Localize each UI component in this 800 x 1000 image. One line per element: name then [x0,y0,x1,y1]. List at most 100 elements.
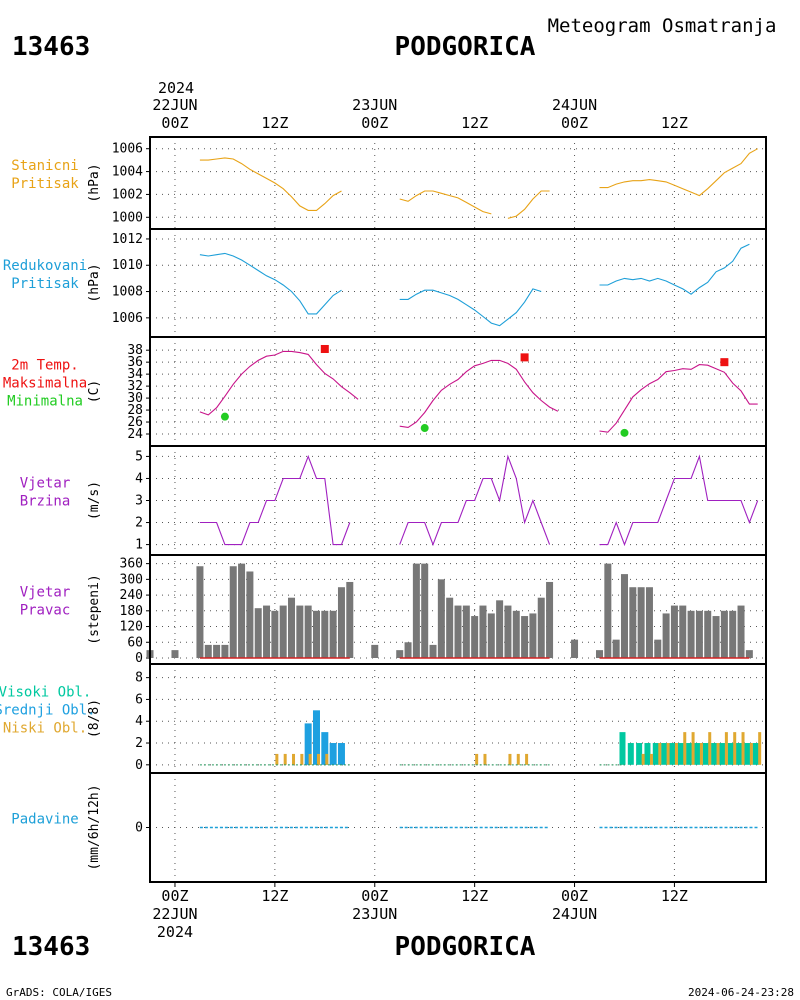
direction-bar [704,610,712,658]
cloud-bar [649,753,653,765]
tmin-marker [220,412,229,421]
cloud-bar [694,743,701,765]
tmin-marker [620,428,629,437]
panel-clouds [146,663,767,774]
panel-frame [149,228,767,338]
direction-bar [346,581,354,658]
direction-bar [512,610,520,658]
y-axis-label: (8/8) [87,699,102,738]
direction-bar [620,574,628,658]
direction-bar [437,579,445,658]
y-tick-label: 28 [127,403,143,418]
direction-bar [687,610,695,658]
cloud-bar [677,743,684,765]
direction-bar [412,563,420,658]
top-time-label: 00Z [161,114,188,132]
bottom-time-label: 22JUN [152,905,197,923]
cloud-bar [661,743,668,765]
y-tick-label: 0 [135,758,143,773]
direction-bar [537,597,545,658]
cloud-bar [325,753,329,765]
y-tick-label: 5 [135,449,143,464]
direction-bar [679,605,687,658]
series-line [507,190,550,219]
direction-bar [213,644,221,658]
cloud-bar [708,732,712,765]
panel-frame [149,136,767,230]
direction-bar [238,563,246,658]
direction-bar [720,610,728,658]
y-axis-label: (C) [87,380,102,403]
top-time-label: 22JUN [152,96,197,114]
y-tick-label: 4 [135,471,143,486]
direction-bar [637,587,645,658]
panel-label: Srednji Obl. [0,703,96,719]
series-line [599,148,758,197]
bottom-time-label: 12Z [661,887,688,905]
bottom-time-label: 24JUN [552,905,597,923]
direction-bar [288,597,296,658]
cloud-bar [525,753,529,765]
cloud-bar [516,753,520,765]
top-time-label: 00Z [361,114,388,132]
panel-label: Pritisak [11,176,79,192]
direction-bar [604,563,612,658]
cloud-bar [275,753,279,765]
footer-left: GrADS: COLA/IGES [6,986,112,999]
series-line [199,252,342,315]
cloud-bar [741,732,745,765]
panel-label: Minimalna [7,394,83,410]
series-line [199,157,342,211]
cloud-bar [716,743,720,765]
direction-bar [596,650,604,658]
panel-frame [149,336,767,447]
direction-bar [263,605,271,658]
panel-msl_pressure [146,228,767,338]
panel-label: Padavine [11,812,78,828]
cloud-bar [641,753,645,765]
direction-bar [246,571,254,658]
direction-bar [712,616,720,658]
direction-bar [271,610,279,658]
direction-bar [629,587,637,658]
tmin-marker [420,424,429,433]
panel-label: Stanicni [11,158,78,174]
cloud-bar [304,723,312,765]
top-time-label: 00Z [561,114,588,132]
cloud-bar [316,753,320,765]
y-tick-label: 32 [127,379,143,394]
cloud-bar [300,753,304,765]
panel-label: 2m Temp. [11,358,78,374]
y-tick-label: 1008 [112,285,143,300]
direction-bar [454,605,462,658]
direction-bar [612,639,620,658]
cloud-bar [283,753,287,765]
cloud-bar [699,743,703,765]
y-tick-label: 4 [135,714,143,729]
series-line [399,288,542,327]
direction-bar [312,610,320,658]
direction-bar [521,616,529,658]
cloud-bar [308,753,312,765]
cloud-bar [758,732,762,765]
direction-bar [662,613,670,658]
cloud-bar [636,743,643,765]
direction-bar [546,581,554,658]
y-tick-label: 6 [135,692,143,707]
direction-bar [254,608,262,658]
direction-bar [745,650,753,658]
panel-precipitation [146,772,767,883]
y-tick-label: 1 [135,538,143,553]
station-id-top: 13463 [12,32,90,62]
y-tick-label: 360 [120,557,143,572]
cloud-bar [702,743,709,765]
y-axis-label: (hPa) [87,263,102,302]
direction-bar [496,600,504,658]
direction-bar [204,644,212,658]
cloud-bar [733,732,737,765]
direction-bar [196,566,204,658]
cloud-bar [727,743,734,765]
y-tick-label: 180 [120,604,143,619]
top-time-label: 24JUN [552,96,597,114]
y-tick-label: 8 [135,671,143,686]
